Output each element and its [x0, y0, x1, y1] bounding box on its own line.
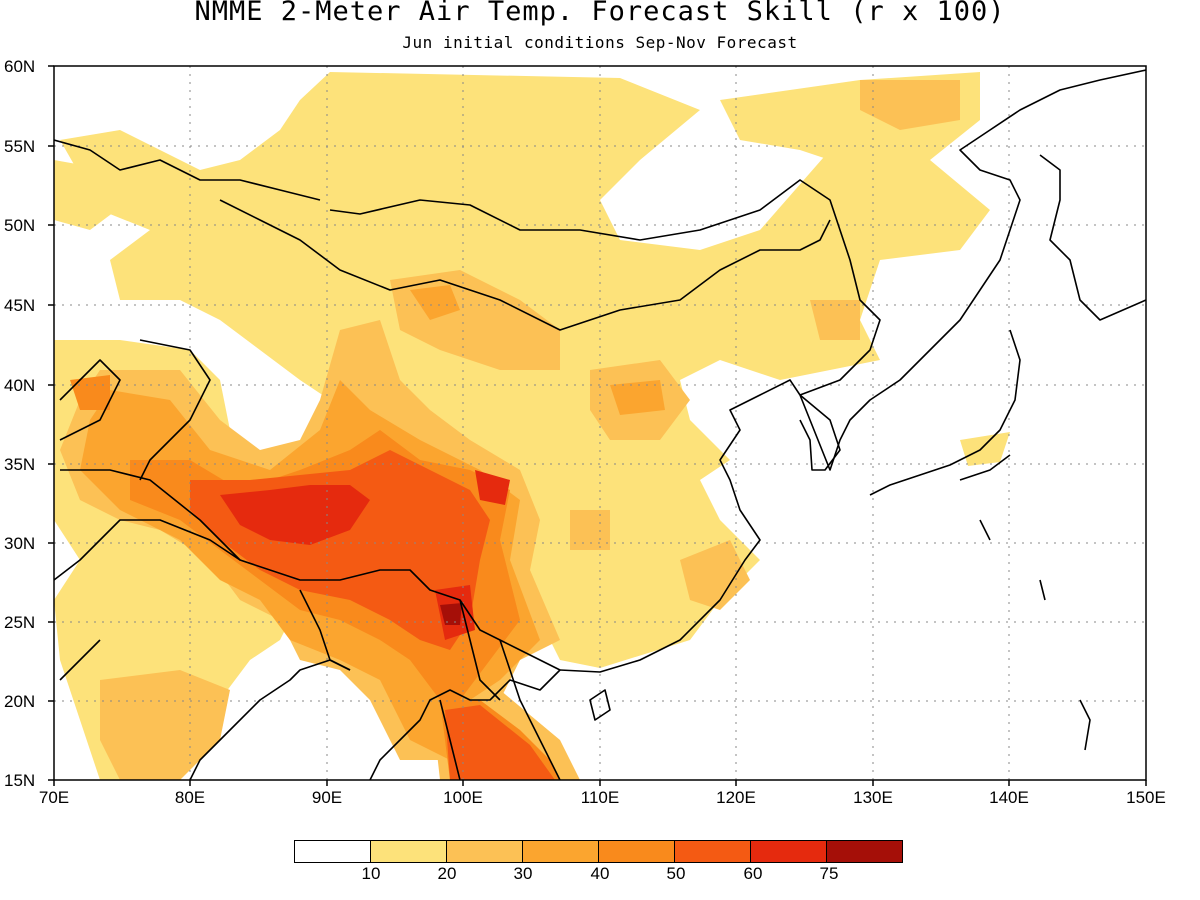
colorbar-label: 75 [819, 864, 839, 883]
lat-label: 45N [4, 296, 36, 315]
colorbar-label: 50 [666, 864, 686, 883]
skill-75-core [440, 603, 462, 625]
border-kazakh [54, 139, 321, 201]
skill-10-nw [54, 160, 130, 230]
skill-30-ncn [610, 380, 665, 415]
coastline-islands [979, 519, 1091, 751]
border-china-south [60, 469, 561, 671]
border-china-russia [329, 179, 881, 396]
colorbar-label: 10 [361, 864, 381, 883]
skill-50-sea [445, 705, 555, 780]
colorbar-label: 40 [590, 864, 610, 883]
grid-lines [54, 66, 1146, 780]
lon-label: 80E [174, 788, 206, 807]
skill-20-ne [860, 80, 960, 130]
colorbar-swatch [295, 841, 371, 862]
border-indochina [439, 599, 561, 780]
lat-label: 35N [4, 455, 36, 474]
colorbar-swatch [371, 841, 447, 862]
coastline-okhotsk [1039, 154, 1146, 321]
colorbar [294, 840, 903, 863]
border-china-west [59, 339, 211, 481]
skill-10-ne [720, 80, 880, 170]
axis-ticks [48, 65, 1147, 786]
lon-label: 70E [38, 788, 70, 807]
skill-shading [54, 72, 1010, 780]
skill-20-ne2 [810, 300, 860, 340]
colorbar-swatch [523, 841, 599, 862]
lat-label: 50N [4, 216, 36, 235]
lon-label: 120E [716, 788, 756, 807]
colorbar-swatch [751, 841, 827, 862]
colorbar-label: 60 [743, 864, 763, 883]
colorbar-swatch [599, 841, 675, 862]
lon-label: 130E [853, 788, 893, 807]
skill-20-sichuan [570, 510, 610, 550]
coastlines-borders [54, 69, 1146, 780]
lon-label: 150E [1126, 788, 1166, 807]
lat-label: 20N [4, 692, 36, 711]
lon-label: 110E [580, 788, 620, 807]
border-india [54, 519, 351, 671]
skill-20-west-india [100, 670, 230, 780]
coastline-korea [799, 394, 841, 471]
skill-20-east [680, 540, 750, 610]
skill-30-mongolia [410, 285, 460, 320]
coastline-japan [869, 329, 1021, 496]
coastline-bengal [59, 639, 351, 780]
lon-label: 100E [443, 788, 483, 807]
colorbar-label: 20 [437, 864, 457, 883]
skill-40-nw [70, 375, 110, 410]
lat-label: 55N [4, 137, 36, 156]
coastline-east-asia [559, 69, 1146, 673]
skill-60-ne [475, 470, 510, 505]
colorbar-swatch [827, 841, 902, 862]
map-subtitle: Jun initial conditions Sep-Nov Forecast [402, 33, 798, 52]
colorbar-swatch [675, 841, 751, 862]
lat-label: 60N [4, 57, 36, 76]
lon-label: 90E [311, 788, 343, 807]
lat-label: 40N [4, 376, 36, 395]
skill-10-japan [960, 432, 1010, 466]
colorbar-label: 30 [513, 864, 533, 883]
lon-label: 140E [989, 788, 1029, 807]
coastline-south [369, 669, 611, 780]
lat-label: 15N [4, 771, 36, 790]
lat-label: 30N [4, 534, 36, 553]
colorbar-swatch [447, 841, 523, 862]
skill-60-tibet [220, 485, 370, 545]
border-mongolia [219, 199, 831, 331]
map-title: NMME 2-Meter Air Temp. Forecast Skill (r… [194, 0, 1006, 27]
lat-label: 25N [4, 613, 36, 632]
